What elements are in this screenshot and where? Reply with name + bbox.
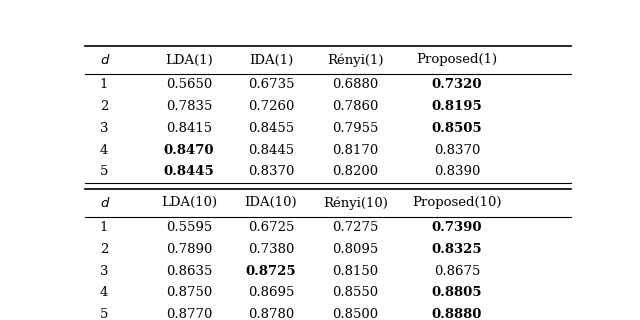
Text: 0.8500: 0.8500 xyxy=(332,308,378,320)
Text: 0.7380: 0.7380 xyxy=(248,243,294,256)
Text: LDA(10): LDA(10) xyxy=(161,196,217,209)
Text: 0.8370: 0.8370 xyxy=(434,143,480,156)
Text: 0.8635: 0.8635 xyxy=(166,265,212,278)
Text: 0.8470: 0.8470 xyxy=(164,143,214,156)
Text: 0.6880: 0.6880 xyxy=(332,78,378,92)
Text: 3: 3 xyxy=(100,122,108,135)
Text: Proposed(10): Proposed(10) xyxy=(412,196,502,209)
Text: 5: 5 xyxy=(100,165,108,178)
Text: 0.8550: 0.8550 xyxy=(332,286,378,300)
Text: 0.8415: 0.8415 xyxy=(166,122,212,135)
Text: 0.7260: 0.7260 xyxy=(248,100,294,113)
Text: $d$: $d$ xyxy=(100,53,110,67)
Text: IDA(10): IDA(10) xyxy=(244,196,297,209)
Text: 3: 3 xyxy=(100,265,108,278)
Text: 0.8780: 0.8780 xyxy=(248,308,294,320)
Text: 0.8725: 0.8725 xyxy=(246,265,296,278)
Text: 0.8880: 0.8880 xyxy=(432,308,482,320)
Text: 0.8505: 0.8505 xyxy=(431,122,483,135)
Text: 0.7320: 0.7320 xyxy=(432,78,482,92)
Text: 0.8390: 0.8390 xyxy=(434,165,480,178)
Text: Proposed(1): Proposed(1) xyxy=(417,53,497,67)
Text: 0.8805: 0.8805 xyxy=(432,286,482,300)
Text: 1: 1 xyxy=(100,78,108,92)
Text: 0.7275: 0.7275 xyxy=(332,221,378,234)
Text: 0.5650: 0.5650 xyxy=(166,78,212,92)
Text: Rényi(1): Rényi(1) xyxy=(327,53,383,67)
Text: 0.8445: 0.8445 xyxy=(248,143,294,156)
Text: 5: 5 xyxy=(100,308,108,320)
Text: 0.7955: 0.7955 xyxy=(332,122,378,135)
Text: 0.7890: 0.7890 xyxy=(166,243,212,256)
Text: 0.8095: 0.8095 xyxy=(332,243,378,256)
Text: 0.8150: 0.8150 xyxy=(332,265,378,278)
Text: 4: 4 xyxy=(100,143,108,156)
Text: 0.5595: 0.5595 xyxy=(166,221,212,234)
Text: IDA(1): IDA(1) xyxy=(249,53,293,67)
Text: 0.8455: 0.8455 xyxy=(248,122,294,135)
Text: 0.8170: 0.8170 xyxy=(332,143,378,156)
Text: 0.8195: 0.8195 xyxy=(431,100,483,113)
Text: 0.8200: 0.8200 xyxy=(332,165,378,178)
Text: 0.6725: 0.6725 xyxy=(248,221,294,234)
Text: Rényi(10): Rényi(10) xyxy=(323,196,388,210)
Text: 1: 1 xyxy=(100,221,108,234)
Text: 0.8325: 0.8325 xyxy=(431,243,483,256)
Text: 0.8695: 0.8695 xyxy=(248,286,294,300)
Text: 0.8370: 0.8370 xyxy=(248,165,294,178)
Text: 0.8770: 0.8770 xyxy=(166,308,212,320)
Text: 0.7390: 0.7390 xyxy=(432,221,482,234)
Text: 0.7860: 0.7860 xyxy=(332,100,378,113)
Text: $d$: $d$ xyxy=(100,196,110,210)
Text: 0.8445: 0.8445 xyxy=(164,165,214,178)
Text: 2: 2 xyxy=(100,243,108,256)
Text: 2: 2 xyxy=(100,100,108,113)
Text: LDA(1): LDA(1) xyxy=(165,53,213,67)
Text: 0.8750: 0.8750 xyxy=(166,286,212,300)
Text: 4: 4 xyxy=(100,286,108,300)
Text: 0.8675: 0.8675 xyxy=(434,265,480,278)
Text: 0.6735: 0.6735 xyxy=(248,78,294,92)
Text: 0.7835: 0.7835 xyxy=(166,100,212,113)
